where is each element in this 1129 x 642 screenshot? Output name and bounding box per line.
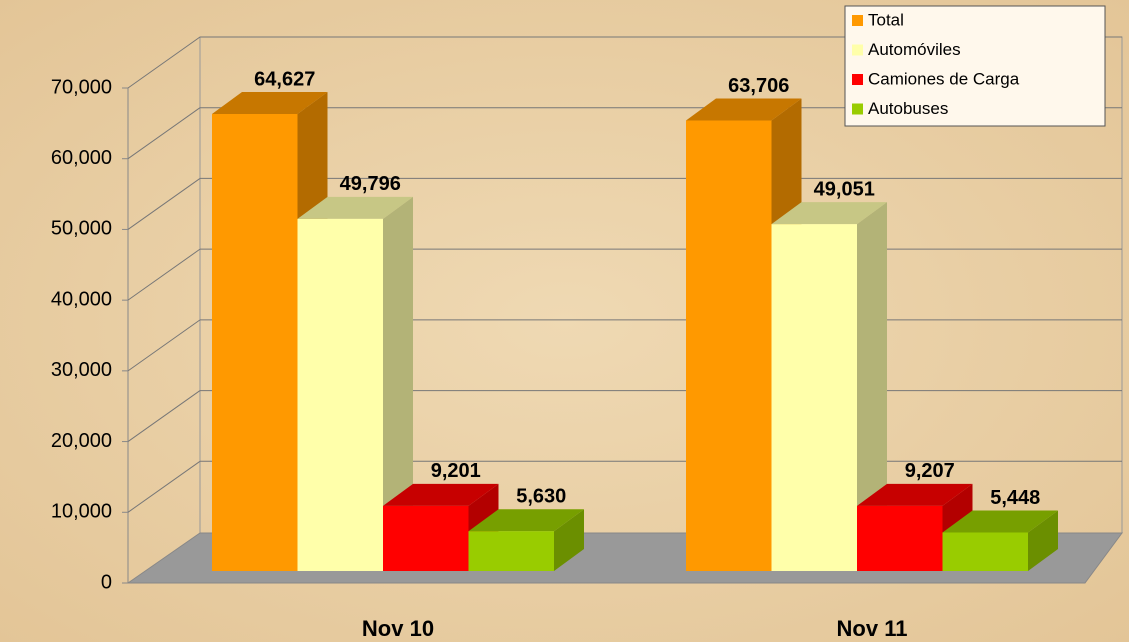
bar-top [686,98,802,121]
bar [297,196,413,571]
grid-line [127,248,201,301]
bar-front [686,120,772,571]
bar-front [297,218,383,571]
grid-line [127,36,201,89]
y-tick-label: 50,000 [51,218,112,240]
y-tick-label: 40,000 [51,288,112,310]
data-label: 63,706 [728,75,789,97]
data-label: 49,051 [814,178,875,200]
legend-box [844,5,1106,127]
data-label: 5,630 [516,485,566,507]
legend-swatch [852,15,863,26]
legend-swatch [852,74,863,85]
data-label: 5,448 [990,487,1040,509]
grid-line [127,460,201,513]
grid-line [127,178,201,230]
y-tick-label: 60,000 [51,147,112,169]
grid-line [127,107,201,160]
x-tick-label: Nov 10 [362,616,434,641]
bar-front [771,224,857,572]
bar-side [554,509,584,571]
y-tick-label: 70,000 [51,76,112,98]
y-tick-label: 0 [101,571,112,593]
bar-front [942,532,1028,571]
bar-side [1028,510,1058,571]
data-label: 49,796 [340,173,401,195]
legend-label: Total [868,10,904,29]
bar-front [857,505,943,571]
grid-line [127,390,201,442]
y-tick-label: 20,000 [51,430,112,452]
bar-front [383,505,469,571]
bar-top [857,483,973,506]
legend-label: Camiones de Carga [868,69,1020,88]
x-tick-label: Nov 11 [837,616,908,641]
data-label: 64,627 [254,68,315,90]
bar-top [468,509,584,532]
bar [771,202,887,572]
y-tick-label: 10,000 [51,501,112,523]
bar-side [857,202,887,572]
bar-front [468,531,554,571]
grid-line [127,319,201,372]
y-tick-label: 30,000 [51,359,112,381]
legend-label: Autobuses [868,99,948,118]
bar-top [771,202,887,225]
bar-top [383,483,499,506]
bar-top [942,510,1058,533]
data-label: 9,207 [905,460,955,482]
legend-swatch [852,44,863,56]
bar [942,510,1058,571]
bar-top [212,91,328,114]
data-label: 9,201 [431,460,481,482]
bar-front [212,113,298,572]
bar-top [297,196,413,219]
legend-label: Automóviles [868,40,961,59]
bar-side [383,196,413,571]
legend-swatch [852,103,863,115]
bar [468,509,584,571]
